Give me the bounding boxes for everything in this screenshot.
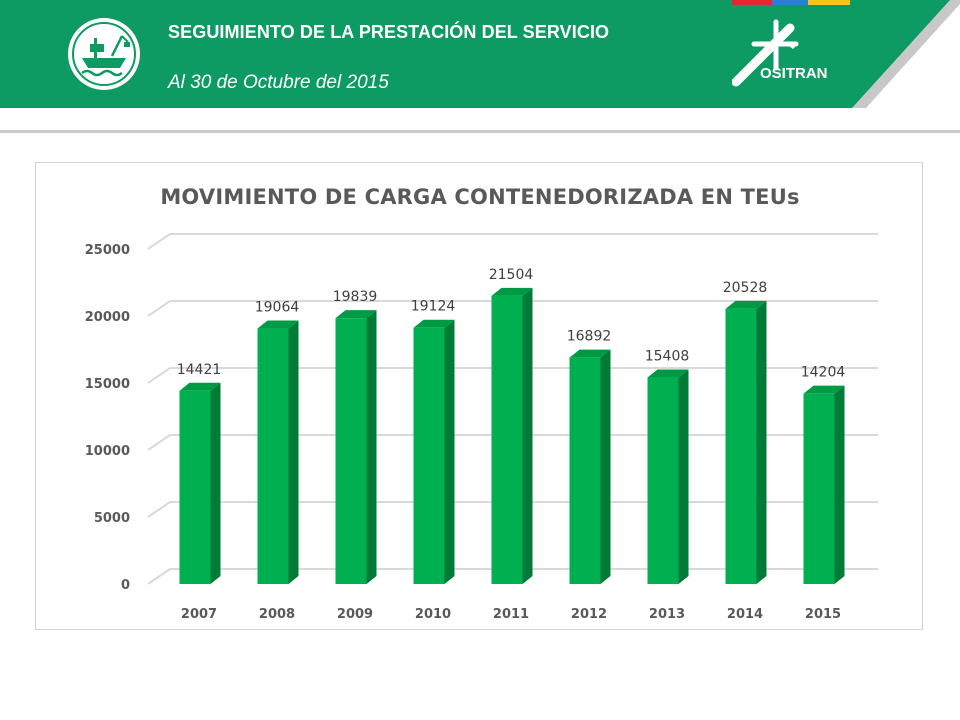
bar-layer bbox=[179, 287, 845, 584]
accent-bar-yellow bbox=[808, 0, 850, 5]
y-tick-label: 25000 bbox=[85, 243, 130, 258]
ship-port-logo-icon bbox=[68, 18, 140, 90]
header-decoration bbox=[732, 0, 960, 108]
bar-top bbox=[335, 310, 377, 319]
bar-side bbox=[288, 320, 299, 584]
x-tick-label: 2007 bbox=[181, 607, 217, 622]
x-tick-label: 2013 bbox=[649, 607, 685, 622]
bar-side bbox=[366, 310, 377, 584]
bar bbox=[413, 327, 445, 584]
label-layer: 0 5000 10000 15000 20000 25000 14421 2007 19064 2… bbox=[85, 243, 846, 622]
y-tick-label: 20000 bbox=[85, 310, 130, 325]
x-tick-label: 2015 bbox=[805, 607, 841, 622]
x-tick-label: 2012 bbox=[571, 607, 607, 622]
header-subtitle: Al 30 de Octubre del 2015 bbox=[168, 72, 389, 93]
bar-top bbox=[257, 320, 299, 329]
x-tick-label: 2008 bbox=[259, 607, 295, 622]
bar-side bbox=[210, 382, 221, 584]
header-stripe bbox=[852, 0, 960, 108]
y-tick-label: 5000 bbox=[94, 511, 130, 526]
bar-chart: 0 5000 10000 15000 20000 25000 14421 2007 19064 2… bbox=[85, 233, 878, 622]
bar bbox=[647, 377, 679, 584]
ositran-mark-icon bbox=[732, 19, 799, 87]
accent-bar-red bbox=[732, 0, 772, 5]
ositran-logo: OSITRAN bbox=[732, 19, 828, 87]
data-label: 14204 bbox=[801, 365, 846, 381]
bar-top bbox=[803, 385, 845, 394]
data-label: 20528 bbox=[723, 280, 768, 296]
data-label: 14421 bbox=[177, 362, 222, 378]
y-tick-label: 10000 bbox=[85, 444, 130, 459]
bar-top bbox=[491, 287, 533, 296]
x-tick-label: 2009 bbox=[337, 607, 373, 622]
gridline-diag bbox=[147, 568, 171, 585]
bar bbox=[569, 357, 601, 584]
data-label: 15408 bbox=[645, 349, 690, 365]
header-corner bbox=[866, 4, 960, 108]
gridline-diag bbox=[147, 434, 171, 451]
x-tick-label: 2011 bbox=[493, 607, 529, 622]
bar bbox=[257, 328, 289, 584]
y-tick-label: 15000 bbox=[85, 377, 130, 392]
bar-top bbox=[179, 382, 221, 391]
bar-top bbox=[725, 300, 767, 309]
bar bbox=[335, 318, 367, 584]
bar bbox=[803, 393, 835, 584]
gridline-diag bbox=[147, 233, 171, 250]
x-tick-label: 2010 bbox=[415, 607, 451, 622]
data-label: 21504 bbox=[489, 267, 534, 283]
bar-side bbox=[756, 300, 767, 584]
bar-side bbox=[600, 349, 611, 584]
gridline-diag bbox=[147, 300, 171, 317]
bar-side bbox=[678, 369, 689, 584]
accent-bar-blue bbox=[772, 0, 808, 5]
bar-top bbox=[569, 349, 611, 358]
data-label: 19064 bbox=[255, 300, 300, 316]
bar-top bbox=[413, 319, 455, 328]
chart-frame: MOVIMIENTO DE CARGA CONTENEDORIZADA EN T… bbox=[35, 162, 923, 630]
x-tick-label: 2014 bbox=[727, 607, 763, 622]
bar-side bbox=[444, 319, 455, 584]
bar-side bbox=[834, 385, 845, 584]
y-tick-label: 0 bbox=[121, 578, 130, 593]
bar bbox=[725, 308, 757, 584]
data-label: 19124 bbox=[411, 299, 456, 315]
gridline-diag bbox=[147, 501, 171, 518]
brand-name: OSITRAN bbox=[760, 65, 828, 82]
data-label: 16892 bbox=[567, 329, 612, 345]
header-divider bbox=[0, 130, 960, 133]
bar bbox=[179, 390, 211, 584]
data-label: 19839 bbox=[333, 289, 378, 305]
header-band: SEGUIMIENTO DE LA PRESTACIÓN DEL SERVICI… bbox=[0, 0, 960, 108]
bar-side bbox=[522, 287, 533, 584]
header-title: SEGUIMIENTO DE LA PRESTACIÓN DEL SERVICI… bbox=[168, 22, 610, 42]
bar-top bbox=[647, 369, 689, 378]
bar bbox=[491, 295, 523, 584]
gridline-diag bbox=[147, 367, 171, 384]
chart-title: MOVIMIENTO DE CARGA CONTENEDORIZADA EN T… bbox=[160, 185, 800, 209]
